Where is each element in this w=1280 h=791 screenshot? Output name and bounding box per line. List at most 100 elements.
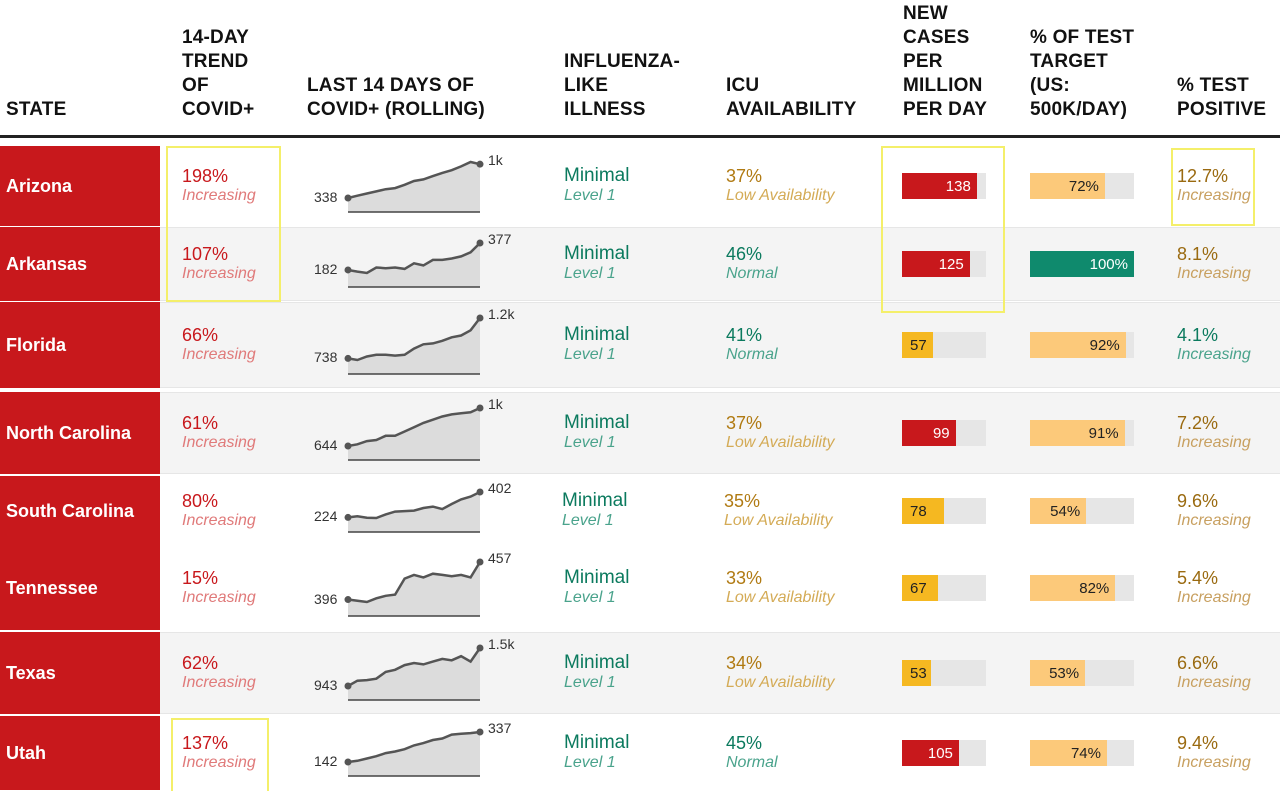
sparkline-start-point <box>344 442 352 450</box>
table-header: STATE 14-DAY TREND OF COVID+ LAST 14 DAY… <box>0 0 1280 138</box>
test-target-bar: 74% <box>1030 740 1134 766</box>
ili-value: Minimal <box>564 652 630 673</box>
ili-cell: Minimal Level 1 <box>564 733 629 773</box>
test-positive-value: 4.1% <box>1177 325 1219 345</box>
test-target-bar: 91% <box>1030 420 1134 446</box>
ili-level: Level 1 <box>562 512 614 529</box>
sparkline-area <box>348 648 480 700</box>
state-name: North Carolina <box>0 392 160 474</box>
test-positive-value: 7.2% <box>1177 413 1219 433</box>
cases-bar-fill <box>902 420 956 446</box>
sparkline-end-label: 1.2k <box>488 306 515 322</box>
test-positive-label: Increasing <box>1177 187 1251 204</box>
sparkline-line <box>347 242 481 275</box>
cases-bar: 53 <box>902 660 986 686</box>
sparkline-line <box>347 647 482 688</box>
icu-cell: 41% Normal <box>726 325 778 365</box>
test-positive-label: Increasing <box>1177 754 1251 771</box>
sparkline-line <box>347 730 481 764</box>
trend-value: 15% <box>182 568 219 588</box>
sparkline-end-label: 1k <box>488 152 503 169</box>
cases-bar: 105 <box>902 740 986 766</box>
cases-value: 105 <box>927 744 953 762</box>
cases-value: 53 <box>910 664 927 682</box>
sparkline-start-label: 142 <box>314 753 338 769</box>
ili-cell: Minimal Level 1 <box>564 653 629 693</box>
cases-bar-fill <box>902 332 933 358</box>
sparkline-area <box>348 732 480 776</box>
ili-level: Level 1 <box>564 754 616 771</box>
cases-bar-fill <box>902 575 939 601</box>
test-target-value: 53% <box>1049 664 1080 682</box>
trend-cell: 107% Increasing <box>182 244 256 284</box>
test-target-bar: 82% <box>1030 575 1134 601</box>
sparkline-start-point <box>344 354 352 362</box>
test-positive-cell: 12.7% Increasing <box>1177 166 1251 206</box>
icu-value: 34% <box>726 653 763 673</box>
cases-value: 57 <box>910 336 927 354</box>
test-target-bar: 100% <box>1030 251 1134 277</box>
sparkline-cell: 224 402 <box>300 476 540 546</box>
test-target-value: 82% <box>1079 579 1110 597</box>
icu-label: Normal <box>726 754 778 771</box>
state-name: Arizona <box>0 146 160 226</box>
icu-value: 33% <box>726 568 763 588</box>
cases-bar: 78 <box>902 498 986 524</box>
icu-cell: 46% Normal <box>726 244 778 284</box>
icu-label: Low Availability <box>726 589 835 606</box>
test-target-value: 72% <box>1068 177 1099 195</box>
sparkline-end-point <box>476 314 484 322</box>
sparkline-line <box>347 160 481 200</box>
sparkline-cell: 182 377 <box>300 227 540 301</box>
test-target-bar: 54% <box>1030 498 1134 524</box>
trend-value: 80% <box>182 491 219 511</box>
test-positive-value: 5.4% <box>1177 568 1219 588</box>
sparkline-cell: 943 1.5k <box>300 632 540 714</box>
ili-value: Minimal <box>564 567 630 588</box>
sparkline-start-point <box>344 758 352 766</box>
header-test-target: % OF TEST TARGET (US: 500K/DAY) <box>1030 27 1135 120</box>
state-name: Utah <box>0 716 160 790</box>
test-positive-cell: 7.2% Increasing <box>1177 413 1251 453</box>
header-icu: ICU AVAILABILITY <box>726 75 857 120</box>
ili-cell: Minimal Level 1 <box>564 244 629 284</box>
ili-level: Level 1 <box>564 674 616 691</box>
sparkline-line <box>347 561 482 604</box>
sparkline-end-point <box>476 644 484 652</box>
sparkline-chart <box>344 558 484 617</box>
test-positive-value: 6.6% <box>1177 653 1219 673</box>
test-target-value: 91% <box>1088 424 1119 442</box>
sparkline-area <box>348 492 480 532</box>
test-positive-label: Increasing <box>1177 512 1251 529</box>
sparkline-start-label: 182 <box>314 260 338 277</box>
sparkline-cell: 738 1.2k <box>300 302 540 388</box>
test-positive-value: 9.6% <box>1177 491 1219 511</box>
ili-level: Level 1 <box>564 434 616 451</box>
icu-label: Normal <box>726 265 778 282</box>
sparkline-start-point <box>344 266 352 274</box>
icu-value: 46% <box>726 244 763 264</box>
test-target-bar-fill <box>1030 332 1126 358</box>
trend-value: 61% <box>182 413 219 433</box>
state-name: Arkansas <box>0 227 160 301</box>
cases-value: 99 <box>932 424 950 442</box>
sparkline-cell: 142 337 <box>300 716 540 790</box>
sparkline-chart <box>344 488 484 533</box>
trend-label: Increasing <box>182 512 256 529</box>
sparkline-end-label: 1k <box>488 396 503 412</box>
header-cases: NEW CASES PER MILLION PER DAY <box>903 3 988 120</box>
sparkline-line <box>347 317 481 362</box>
sparkline-end-label: 337 <box>488 720 512 736</box>
cases-bar: 138 <box>902 173 986 199</box>
test-positive-label: Increasing <box>1177 674 1251 691</box>
icu-label: Normal <box>726 346 778 363</box>
ili-cell: Minimal Level 1 <box>564 325 629 365</box>
sparkline-start-label: 644 <box>314 437 338 453</box>
icu-label: Low Availability <box>726 674 835 691</box>
test-positive-cell: 4.1% Increasing <box>1177 325 1251 365</box>
trend-label: Increasing <box>182 589 256 606</box>
trend-value: 137% <box>182 733 229 753</box>
sparkline-chart <box>344 239 484 288</box>
test-positive-value: 9.4% <box>1177 733 1219 753</box>
